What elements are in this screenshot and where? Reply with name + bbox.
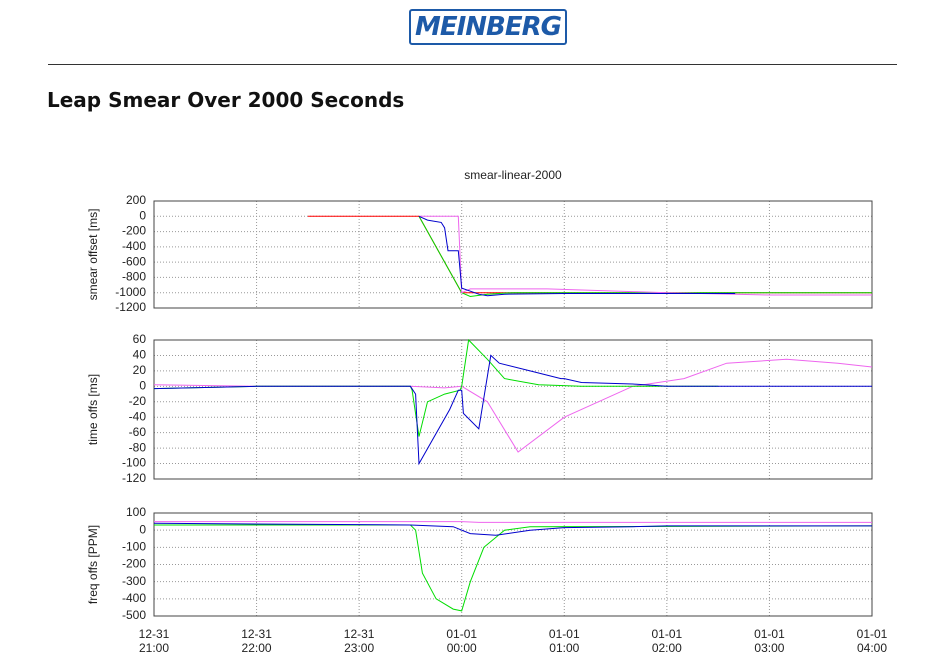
y-tick-label: -600 <box>122 254 146 268</box>
x-tick-label: 12-31 21:00 <box>138 627 170 655</box>
y-tick-label: -120 <box>122 471 146 485</box>
series-line <box>154 524 873 612</box>
x-tick-label: 01-01 04:00 <box>856 627 888 655</box>
chart-title: smear-linear-2000 <box>464 168 562 182</box>
x-tick-label: 12-31 22:00 <box>241 627 272 655</box>
plot-frame <box>153 512 873 617</box>
y-tick-label: 100 <box>126 505 146 519</box>
y-tick-label: -100 <box>122 456 146 470</box>
y-tick-label: -40 <box>129 409 147 423</box>
y-tick-label: -400 <box>122 239 146 253</box>
y-tick-label: 40 <box>133 348 147 362</box>
y-tick-label: 20 <box>133 363 147 377</box>
y-tick-label: -20 <box>129 394 147 408</box>
plot-frame <box>153 200 873 309</box>
series-line <box>418 216 872 298</box>
x-tick-label: 01-01 02:00 <box>651 627 683 655</box>
y-axis-label: freq offs [PPM] <box>86 525 100 604</box>
x-tick-label: 01-01 01:00 <box>548 627 580 655</box>
y-tick-label: -400 <box>122 591 146 605</box>
y-tick-label: -1000 <box>115 285 146 299</box>
series-line <box>154 521 872 523</box>
y-tick-label: -100 <box>122 540 146 554</box>
y-tick-label: -200 <box>122 224 146 238</box>
y-tick-label: -1200 <box>115 300 146 314</box>
plot-frame <box>153 339 873 480</box>
y-tick-label: -500 <box>122 608 146 622</box>
series-line <box>153 354 872 466</box>
series-line <box>153 338 719 437</box>
heading: Leap Smear Over 2000 Seconds <box>47 88 405 112</box>
series-line <box>153 358 873 453</box>
y-tick-label: -300 <box>122 574 146 588</box>
x-tick-label: 12-31 23:00 <box>343 627 375 655</box>
logo: MEINBERG <box>409 9 567 45</box>
y-tick-label: -60 <box>129 425 147 439</box>
y-axis-label: smear offset [ms] <box>86 209 100 301</box>
y-tick-label: 0 <box>139 379 146 393</box>
y-tick-label: -80 <box>129 440 147 454</box>
series-line <box>153 522 872 536</box>
y-axis-label: time offs [ms] <box>86 374 100 445</box>
y-tick-label: 200 <box>126 193 146 207</box>
series-line <box>307 215 872 294</box>
series-line <box>418 215 736 297</box>
y-tick-label: 0 <box>139 208 146 222</box>
x-tick-label: 01-01 00:00 <box>446 627 478 655</box>
divider <box>48 64 897 65</box>
series-line <box>419 215 872 296</box>
y-tick-label: 0 <box>139 522 146 536</box>
x-tick-label: 01-01 03:00 <box>754 627 785 655</box>
y-tick-label: -200 <box>122 557 146 571</box>
y-tick-label: 60 <box>133 332 147 346</box>
y-tick-label: -800 <box>122 270 146 284</box>
